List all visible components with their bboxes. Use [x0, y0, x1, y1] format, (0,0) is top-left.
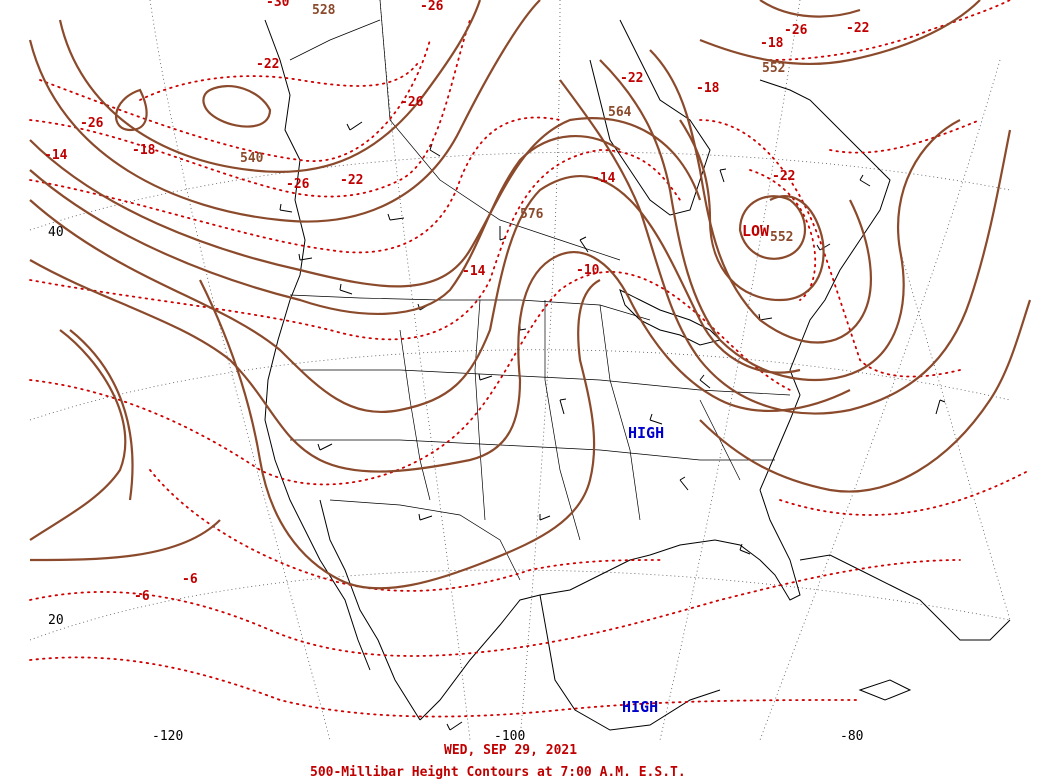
- temperature-isotherms: [29, 0, 1031, 718]
- pressure-systems: LOW HIGH HIGH: [622, 222, 770, 716]
- latitude-label-20: 20: [48, 613, 64, 628]
- height-label: 540: [240, 151, 264, 166]
- low-pressure-label: LOW: [742, 222, 770, 240]
- temperature-label: -22: [772, 169, 795, 184]
- coordinate-labels: 40 20 -120 -100 -80: [48, 225, 863, 744]
- map-title: 500-Millibar Height Contours at 7:00 A.M…: [310, 765, 686, 780]
- temperature-label: -14: [592, 171, 616, 186]
- temperature-label: -10: [576, 263, 600, 278]
- temperature-label: -26: [400, 95, 424, 110]
- temperature-label: -26: [784, 23, 808, 38]
- temperature-label: -30: [266, 0, 290, 10]
- temperature-label: -22: [620, 71, 643, 86]
- temperature-label: -6: [182, 572, 198, 587]
- temperature-label: -14: [44, 148, 68, 163]
- height-contours: [28, 0, 1032, 590]
- political-borders: [289, 0, 791, 581]
- high-pressure-label: HIGH: [628, 424, 664, 442]
- wind-barbs: [279, 121, 946, 731]
- map-date: WED, SEP 29, 2021: [444, 743, 577, 758]
- temperature-label: -22: [340, 173, 363, 188]
- temperature-label: -18: [760, 36, 784, 51]
- temperature-label: -22: [256, 57, 279, 72]
- longitude-label-80: -80: [840, 729, 863, 744]
- temperature-label: -18: [696, 81, 720, 96]
- height-label: 564: [608, 105, 632, 120]
- height-label: 576: [520, 207, 544, 222]
- graticule: [29, 0, 1011, 741]
- temperature-label: -22: [846, 21, 869, 36]
- temperature-label: -26: [286, 177, 310, 192]
- temperature-labels: -30 -26 -26 -26 -26 -26 -22 -22 -22 -22 …: [44, 0, 869, 604]
- height-label: 552: [770, 230, 793, 245]
- height-label: 528: [312, 3, 336, 18]
- temperature-label: -26: [80, 116, 104, 131]
- map-caption: WED, SEP 29, 2021 500-Millibar Height Co…: [310, 743, 686, 780]
- coastlines: [264, 19, 1011, 731]
- temperature-label: -18: [132, 143, 156, 158]
- high-pressure-label: HIGH: [622, 698, 658, 716]
- height-label: 552: [762, 61, 785, 76]
- latitude-label-40: 40: [48, 225, 64, 240]
- longitude-label-120: -120: [152, 729, 183, 744]
- height-labels: 528 540 576 564 552 552: [240, 3, 793, 245]
- temperature-label: -6: [134, 589, 150, 604]
- longitude-label-100: -100: [494, 729, 525, 744]
- temperature-label: -14: [462, 264, 486, 279]
- temperature-label: -26: [420, 0, 444, 14]
